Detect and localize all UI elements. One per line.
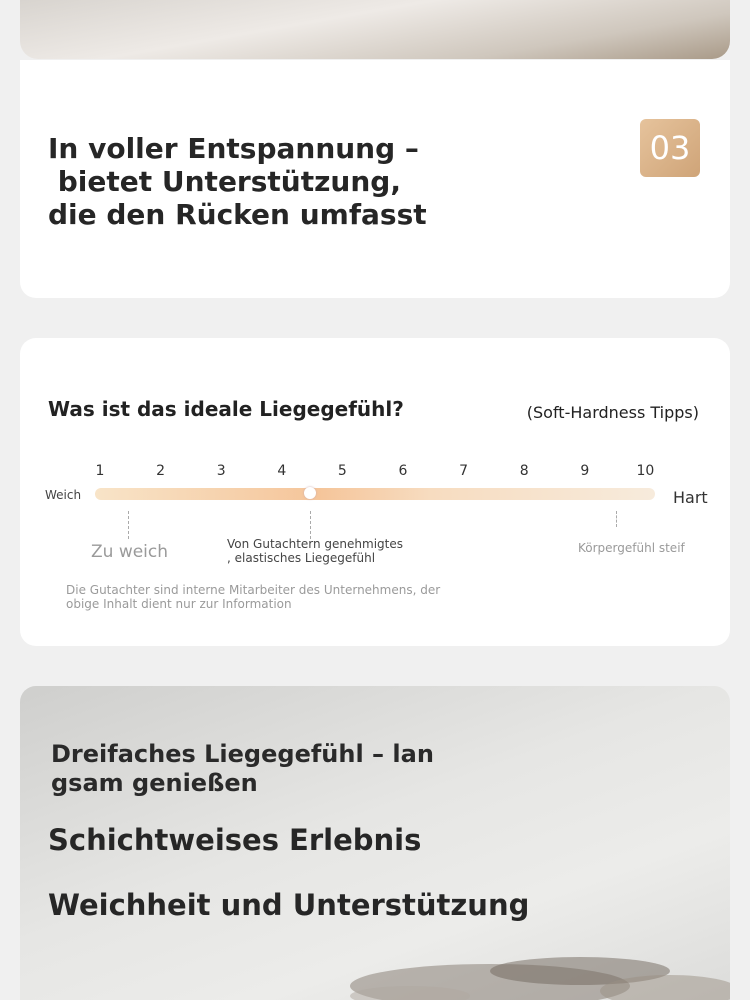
scale-number: 1 [95, 463, 105, 479]
feather [490, 957, 670, 985]
feathers [350, 957, 730, 1000]
layers-line: Schichtweises Erlebnis [48, 823, 422, 857]
marker-line [310, 511, 311, 539]
feather [600, 975, 730, 1000]
marker-line [128, 511, 129, 539]
layers-line: Weichheit und Unterstützung [48, 888, 530, 922]
marker-line [616, 511, 617, 527]
feather [350, 986, 470, 1000]
right-label: Hart [673, 488, 708, 507]
heading-line: gsam genießen [51, 769, 258, 797]
feel-title: Was ist das ideale Liegegefühl? [48, 397, 404, 421]
heading-line: bietet Unterstützung, [48, 165, 401, 198]
stiff-label: Körpergefühl steif [578, 541, 685, 555]
feel-subtitle: (Soft-Hardness Tipps) [526, 403, 699, 422]
scale-number: 9 [580, 463, 590, 479]
scale-bar [95, 488, 655, 500]
note: Die Gutachter sind interne Mitarbeiter d… [66, 583, 440, 611]
scale-number: 4 [277, 463, 287, 479]
note-line: Die Gutachter sind interne Mitarbeiter d… [66, 583, 441, 597]
too-soft-label: Zu weich [91, 542, 169, 562]
scale-number: 2 [156, 463, 166, 479]
scale-number: 6 [398, 463, 408, 479]
scale-number: 5 [337, 463, 347, 479]
scale-marker [304, 487, 316, 499]
heading-line: In voller Entspannung – [48, 132, 419, 165]
top-image [20, 0, 730, 59]
left-label: Weich [45, 488, 82, 502]
scale-number: 7 [459, 463, 469, 479]
badge: 03 [640, 119, 700, 177]
heading-line: die den Rücken umfasst [48, 198, 427, 231]
approved-label: Von Gutachtern genehmigtes , elastisches… [227, 537, 403, 565]
scale-number: 8 [519, 463, 529, 479]
heading-line: Dreifaches Liegegefühl – lan [51, 740, 434, 768]
label-line: , elastisches Liegegefühl [227, 551, 376, 565]
layers-heading: Dreifaches Liegegefühl – lan gsam genieß… [51, 740, 434, 798]
layers-card: Dreifaches Liegegefühl – lan gsam genieß… [20, 686, 730, 1000]
scale-number: 3 [216, 463, 226, 479]
intro-card: In voller Entspannung – bietet Unterstüt… [20, 60, 730, 298]
note-line: obige Inhalt dient nur zur Information [66, 597, 292, 611]
intro-heading: In voller Entspannung – bietet Unterstüt… [48, 132, 427, 231]
scale-number: 10 [636, 463, 655, 479]
label-line: Von Gutachtern genehmigtes [227, 537, 404, 551]
